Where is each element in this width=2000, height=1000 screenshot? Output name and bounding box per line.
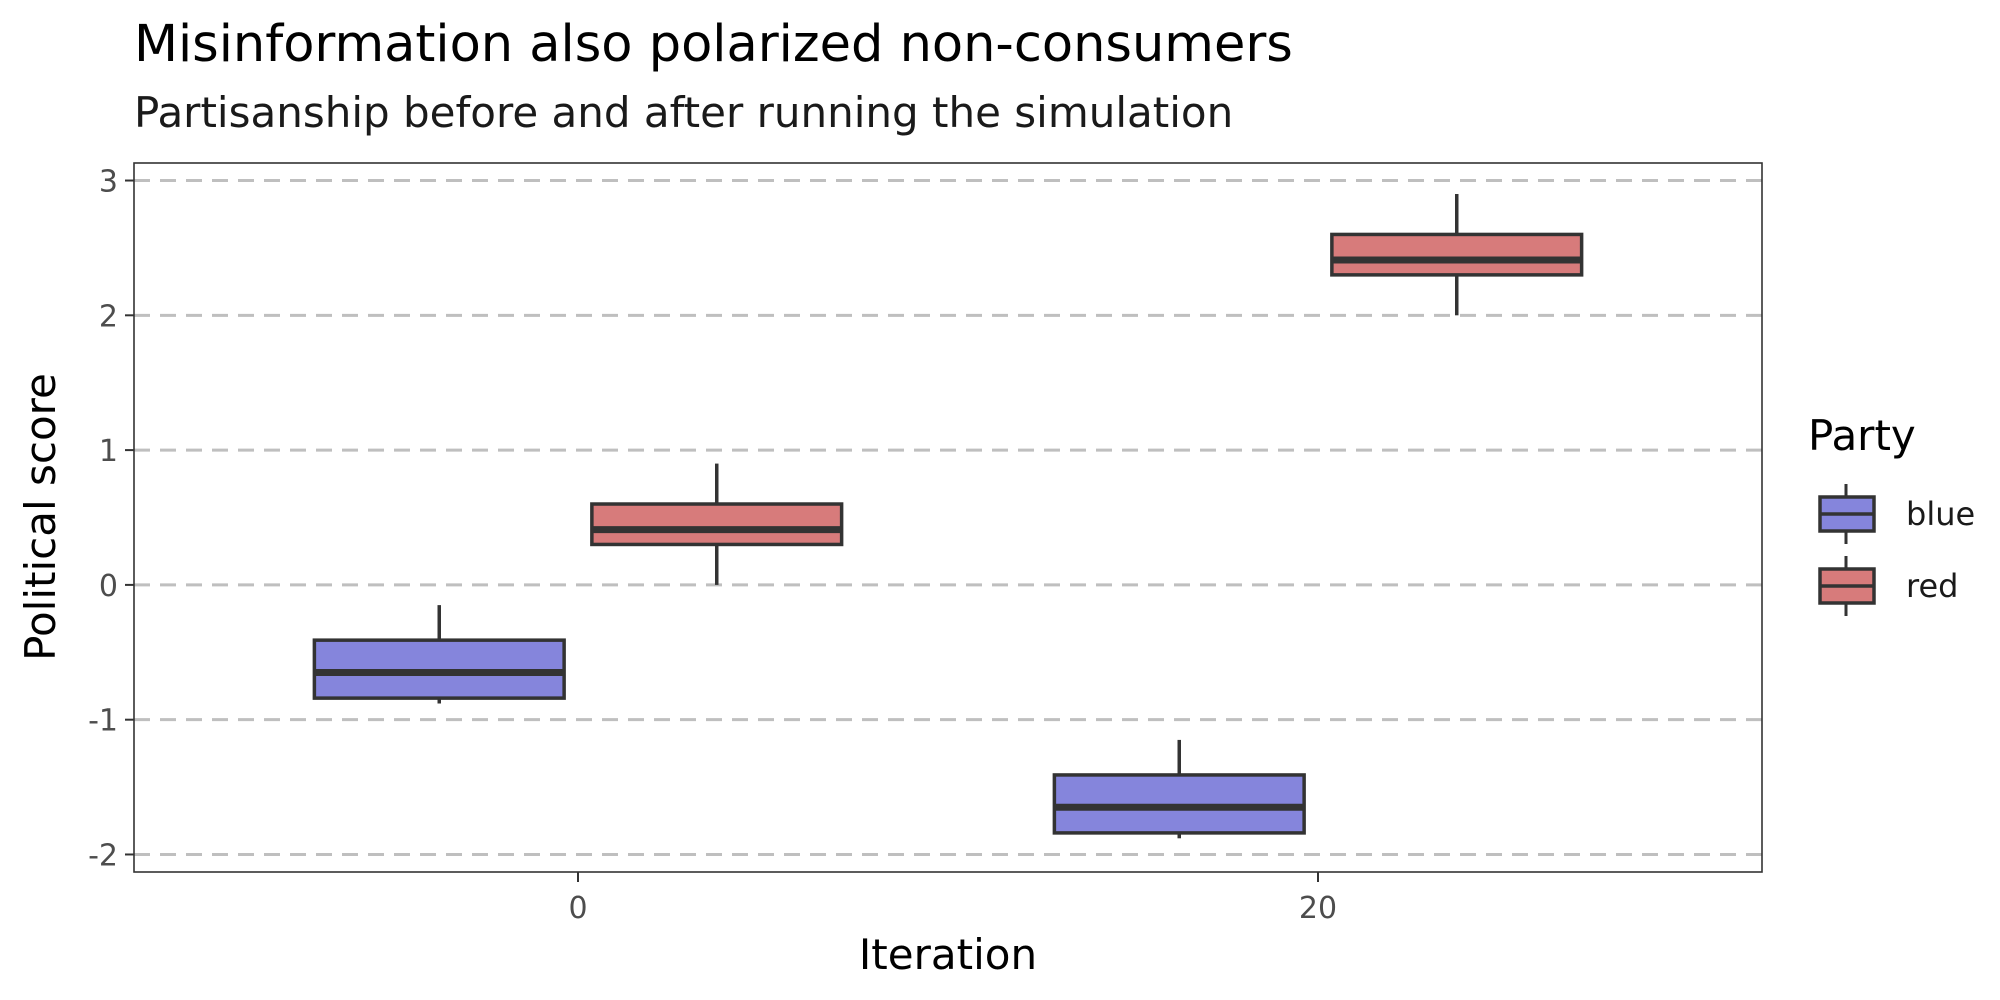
chart-title: Misinformation also polarized non-consum…: [134, 15, 1293, 74]
x-axis-title: Iteration: [859, 930, 1037, 979]
y-tick-label: -2: [88, 838, 118, 873]
box-red-x0: [590, 463, 844, 585]
legend: Party blue red: [1808, 411, 1975, 616]
box-blue-x20: [1052, 739, 1306, 839]
x-tick-label: 20: [1299, 891, 1337, 926]
box-series: [312, 194, 1584, 839]
y-gridlines: [134, 179, 1762, 856]
y-tick-label: 0: [99, 569, 118, 604]
y-tick-label: 3: [99, 165, 118, 200]
legend-entry-red: red: [1818, 556, 1958, 616]
y-axis-title: Political score: [16, 373, 65, 661]
x-axis: 0 20: [568, 872, 1337, 926]
box-red-x20: [1330, 194, 1584, 316]
y-axis: -2 -1 0 1 2 3: [88, 165, 134, 873]
chart-subtitle: Partisanship before and after running th…: [134, 88, 1233, 137]
legend-label: red: [1906, 567, 1958, 605]
y-tick-label: 1: [99, 434, 118, 469]
iqr-box: [590, 502, 844, 547]
legend-entry-blue: blue: [1818, 484, 1975, 544]
iqr-box: [1330, 232, 1584, 277]
box-blue-x0: [312, 605, 566, 704]
y-tick-label: 2: [99, 299, 118, 334]
x-tick-label: 0: [568, 891, 587, 926]
legend-label: blue: [1906, 495, 1975, 533]
y-tick-label: -1: [88, 704, 118, 739]
plot-panel-border: [133, 162, 1763, 873]
legend-title: Party: [1808, 411, 1916, 460]
